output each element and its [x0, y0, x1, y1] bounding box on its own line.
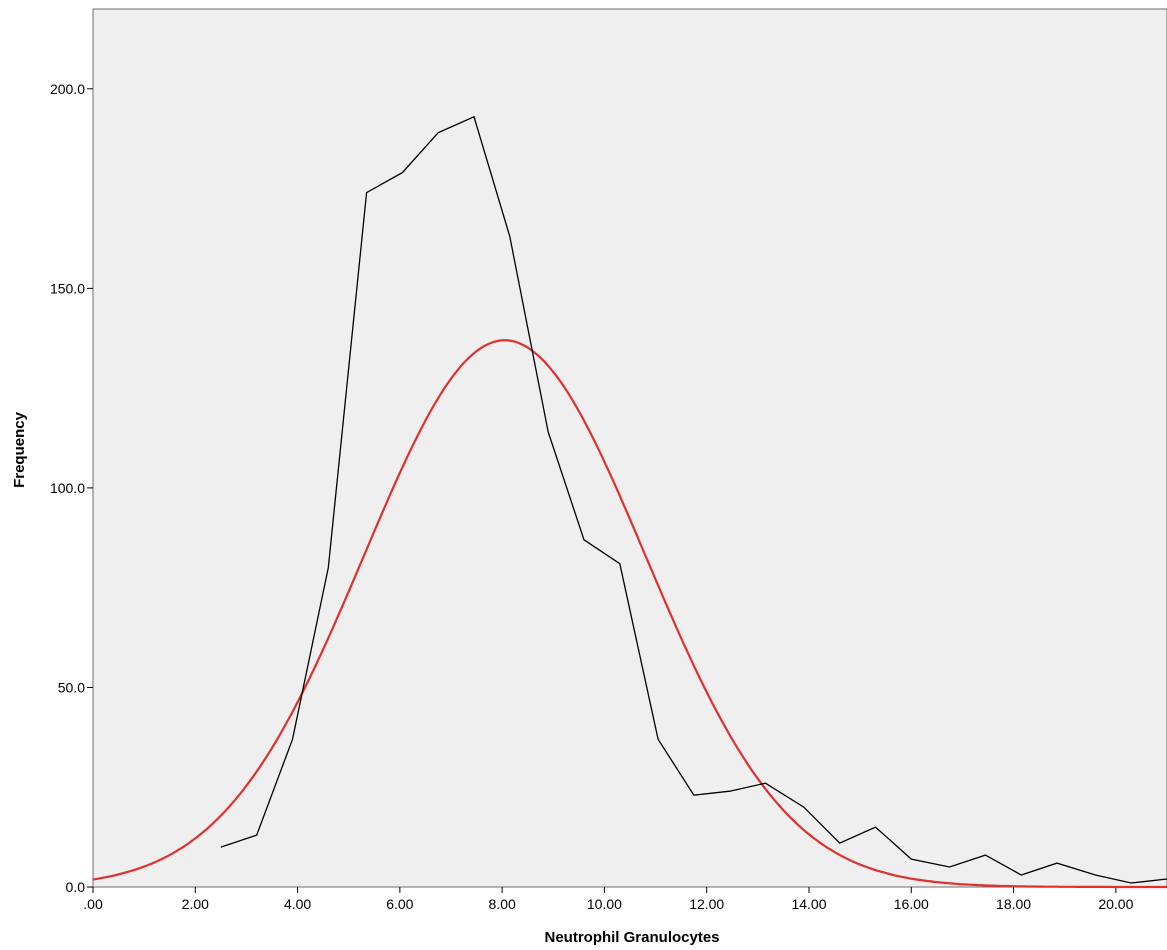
observed-point	[508, 235, 511, 238]
x-tick-label: 4.00	[284, 896, 311, 912]
y-tick-label: 150.0	[50, 280, 85, 296]
x-tick-label: 10.00	[587, 896, 622, 912]
observed-point	[219, 846, 222, 849]
observed-point	[1056, 862, 1059, 865]
x-axis-title: Neutrophil Granulocytes	[544, 929, 719, 946]
observed-point	[948, 866, 951, 869]
y-tick-label: 50.0	[58, 679, 85, 695]
y-tick-label: 100.0	[50, 480, 85, 496]
observed-point	[582, 538, 585, 541]
y-tick-label: 200.0	[50, 81, 85, 97]
x-tick-label: .00	[83, 896, 103, 912]
observed-point	[657, 738, 660, 741]
plot-area	[92, 8, 1167, 888]
x-tick-label: 20.00	[1098, 896, 1133, 912]
x-tick-label: 14.00	[791, 896, 826, 912]
observed-point	[910, 858, 913, 861]
y-axis-title: Frequency	[11, 411, 28, 488]
x-tick-label: 8.00	[489, 896, 516, 912]
observed-point	[984, 854, 987, 857]
observed-point	[327, 566, 330, 569]
observed-point	[618, 562, 621, 565]
observed-point	[1130, 882, 1133, 885]
observed-point	[437, 131, 440, 134]
frequency-polygon-series	[220, 115, 1167, 884]
observed-point	[1094, 874, 1097, 877]
normal-curve-series	[92, 339, 1167, 889]
x-tick-label: 6.00	[386, 896, 413, 912]
observed-point	[692, 794, 695, 797]
observed-point	[547, 431, 550, 434]
observed-point	[255, 834, 258, 837]
x-tick-label: 18.00	[996, 896, 1031, 912]
observed-point	[1020, 874, 1023, 877]
y-tick-label: 0.0	[66, 879, 86, 895]
observed-point	[728, 790, 731, 793]
observed-point	[291, 738, 294, 741]
x-tick-label: 12.00	[689, 896, 724, 912]
observed-point	[838, 842, 841, 845]
x-axis: .00 2.00 4.00 6.00 8.00 10.00 12.00 14.00 16.00 1…	[83, 887, 1134, 912]
observed-point	[764, 782, 767, 785]
observed-point	[401, 171, 404, 174]
x-tick-label: 2.00	[182, 896, 209, 912]
observed-point	[365, 191, 368, 194]
observed-point	[473, 115, 476, 118]
observed-point	[802, 806, 805, 809]
observed-point	[874, 826, 877, 829]
x-tick-label: 16.00	[894, 896, 929, 912]
y-axis: 0.0 50.0 100.0 150.0 200.0	[50, 81, 93, 895]
